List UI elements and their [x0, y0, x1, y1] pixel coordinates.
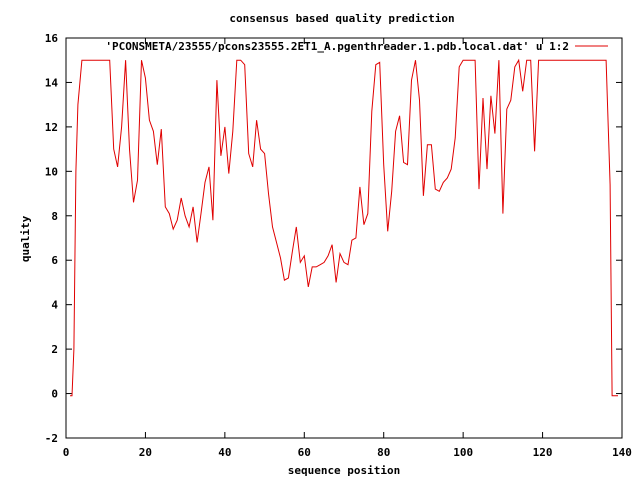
- y-tick-label: 2: [51, 343, 58, 356]
- x-tick-label: 100: [453, 446, 473, 459]
- y-tick-label: -2: [45, 432, 58, 445]
- y-tick-label: 16: [45, 32, 59, 45]
- x-tick-label: 60: [298, 446, 311, 459]
- axis-ticks: 0 20 40 60 80 100 120 140 -2 0 2 4 6 8 10 12 14 16: [45, 32, 632, 459]
- y-tick-label: 10: [45, 165, 58, 178]
- y-tick-label: 0: [51, 388, 58, 401]
- y-axis-label: quality: [19, 215, 32, 262]
- y-tick-label: 12: [45, 121, 58, 134]
- y-tick-label: 6: [51, 254, 58, 267]
- y-tick-label: 14: [45, 76, 59, 89]
- x-tick-label: 0: [63, 446, 70, 459]
- legend-label: 'PCONSMETA/23555/pcons23555.2ET1_A.pgent…: [105, 40, 569, 53]
- x-tick-label: 40: [218, 446, 231, 459]
- legend: 'PCONSMETA/23555/pcons23555.2ET1_A.pgent…: [105, 40, 608, 53]
- y-tick-label: 4: [51, 299, 58, 312]
- x-tick-label: 120: [533, 446, 553, 459]
- x-tick-label: 20: [139, 446, 152, 459]
- plot-frame: [65, 37, 623, 439]
- x-tick-label: 140: [612, 446, 632, 459]
- y-tick-label: 8: [51, 210, 58, 223]
- x-tick-label: 80: [377, 446, 390, 459]
- series-group: [70, 58, 618, 397]
- series-line: [70, 58, 618, 397]
- chart-title: consensus based quality prediction: [229, 12, 454, 25]
- x-axis-label: sequence position: [288, 464, 401, 477]
